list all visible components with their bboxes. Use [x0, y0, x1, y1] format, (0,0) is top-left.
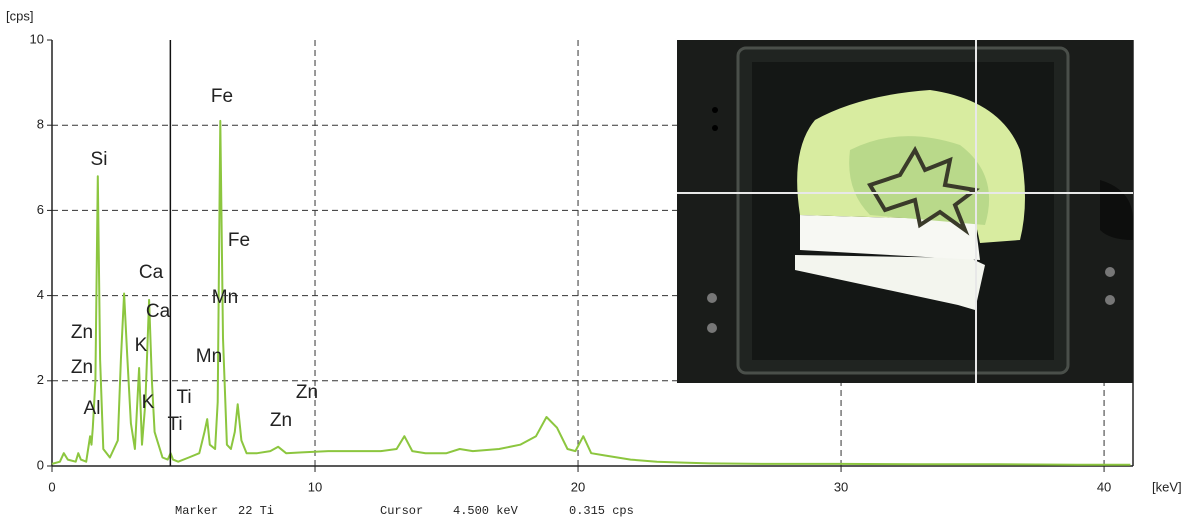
peak-label: Si	[91, 149, 108, 170]
peak-label: Ti	[176, 387, 191, 408]
y-tick-label: 6	[37, 202, 44, 217]
peak-label: Ca	[146, 301, 171, 322]
y-unit: [cps]	[6, 8, 33, 23]
peak-label: Al	[84, 398, 101, 419]
peak-label: Fe	[211, 86, 233, 107]
y-tick-label: 10	[30, 31, 44, 46]
y-tick-label: 0	[37, 457, 44, 472]
cursor-counts: 0.315 cps	[569, 504, 634, 518]
marker-value: 22 Ti	[238, 504, 274, 518]
peak-label: Zn	[296, 382, 318, 403]
specimen-photo	[677, 40, 1133, 383]
x-unit: [keV]	[1152, 479, 1182, 494]
x-tick-label: 0	[48, 479, 55, 494]
peak-label: Ca	[139, 262, 164, 283]
cursor-energy: 4.500 keV	[453, 504, 519, 518]
y-tick-label: 4	[37, 287, 44, 302]
peak-label: Mn	[196, 346, 222, 367]
x-tick-label: 20	[571, 479, 585, 494]
peak-label: Zn	[270, 410, 292, 431]
peak-label: Zn	[71, 322, 93, 343]
chart: 0 2 4 6 8 10 0 10 20 30 40 [cps] [keV] Marker 22 T…	[0, 0, 1202, 523]
x-tick-label: 10	[308, 479, 322, 494]
peak-label: Ti	[167, 414, 182, 435]
y-tick-label: 8	[37, 117, 44, 132]
x-tick-label: 30	[834, 479, 848, 494]
y-tick-label: 2	[37, 372, 44, 387]
x-tick-label: 40	[1097, 479, 1111, 494]
marker-label: Marker	[175, 504, 218, 518]
peak-label: Zn	[71, 357, 93, 378]
cursor-label: Cursor	[380, 504, 423, 518]
peak-label: K	[135, 335, 148, 356]
peak-label: K	[142, 392, 155, 413]
peak-label: Mn	[212, 287, 238, 308]
peak-label: Fe	[228, 230, 250, 251]
